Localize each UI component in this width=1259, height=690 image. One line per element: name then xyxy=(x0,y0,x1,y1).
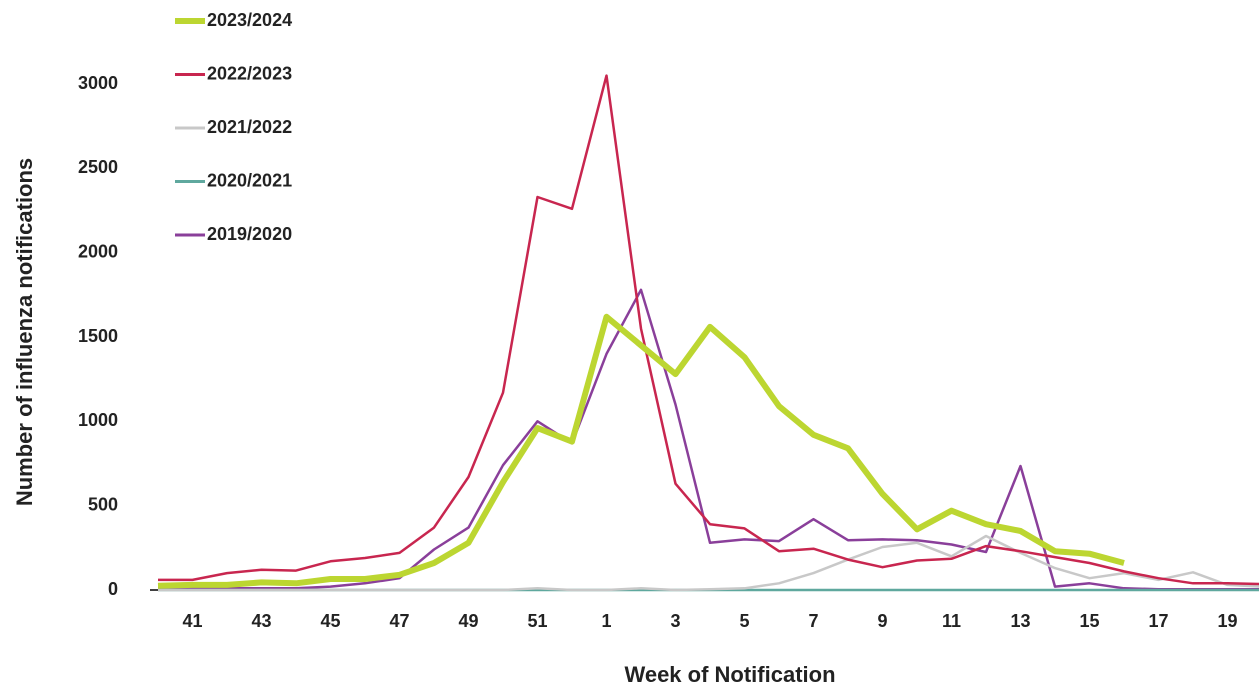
y-tick-label: 0 xyxy=(108,579,118,599)
x-tick-label: 15 xyxy=(1079,611,1099,631)
y-tick-label: 1500 xyxy=(78,326,118,346)
y-tick-label: 1000 xyxy=(78,410,118,430)
x-axis-title: Week of Notification xyxy=(624,662,835,687)
x-tick-label: 51 xyxy=(527,611,547,631)
y-tick-label: 2500 xyxy=(78,157,118,177)
legend-label: 2021/2022 xyxy=(207,117,292,137)
series-line xyxy=(157,313,1125,589)
x-tick-label: 9 xyxy=(877,611,887,631)
x-tick-label: 45 xyxy=(320,611,340,631)
x-tick-label: 49 xyxy=(458,611,478,631)
x-tick-label: 5 xyxy=(739,611,749,631)
x-tick-label: 1 xyxy=(601,611,611,631)
y-axis-title: Number of influenza notifications xyxy=(12,158,37,506)
y-tick-label: 2000 xyxy=(78,241,118,261)
legend-label: 2023/2024 xyxy=(207,10,292,30)
x-tick-label: 47 xyxy=(389,611,409,631)
x-tick-label: 11 xyxy=(942,611,961,631)
legend-label: 2020/2021 xyxy=(207,170,292,190)
x-tick-label: 3 xyxy=(670,611,680,631)
x-tick-label: 13 xyxy=(1010,611,1030,631)
series-line xyxy=(158,74,1259,586)
series-line xyxy=(158,288,1259,591)
x-tick-label: 19 xyxy=(1217,611,1237,631)
legend-label: 2022/2023 xyxy=(207,63,292,83)
x-tick-label: 7 xyxy=(808,611,818,631)
legend-label: 2019/2020 xyxy=(207,224,292,244)
y-tick-label: 500 xyxy=(88,494,118,514)
y-tick-label: 3000 xyxy=(78,73,118,93)
x-tick-label: 17 xyxy=(1148,611,1168,631)
x-tick-label: 43 xyxy=(251,611,271,631)
x-tick-label: 41 xyxy=(182,611,202,631)
series-line xyxy=(158,534,1259,592)
